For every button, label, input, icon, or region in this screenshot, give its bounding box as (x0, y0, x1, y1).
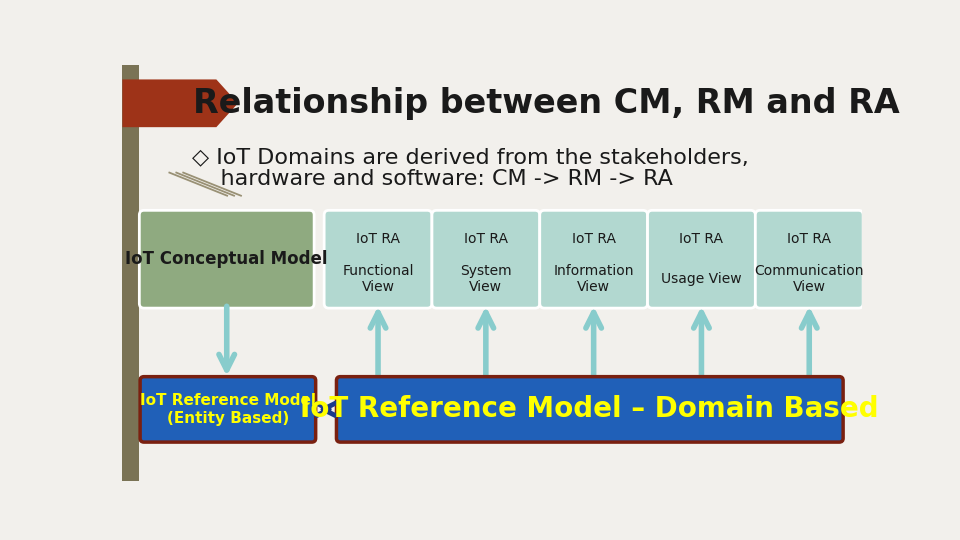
FancyBboxPatch shape (756, 211, 863, 308)
FancyBboxPatch shape (140, 377, 316, 442)
FancyBboxPatch shape (540, 211, 648, 308)
Text: Usage View: Usage View (661, 272, 742, 286)
Text: IoT Reference Model
(Entity Based): IoT Reference Model (Entity Based) (140, 393, 316, 426)
Text: Communication
View: Communication View (755, 264, 864, 294)
FancyBboxPatch shape (336, 377, 843, 442)
Bar (123, 65, 139, 481)
Text: IoT Reference Model – Domain Based: IoT Reference Model – Domain Based (300, 395, 879, 423)
FancyBboxPatch shape (432, 211, 540, 308)
Text: IoT RA: IoT RA (680, 232, 724, 246)
Text: IoT RA: IoT RA (787, 232, 831, 246)
Text: Relationship between CM, RM and RA: Relationship between CM, RM and RA (193, 87, 900, 120)
FancyBboxPatch shape (324, 211, 432, 308)
Text: Functional
View: Functional View (343, 264, 414, 294)
Text: IoT RA: IoT RA (356, 232, 400, 246)
Text: hardware and software: CM -> RM -> RA: hardware and software: CM -> RM -> RA (192, 169, 673, 189)
FancyBboxPatch shape (139, 211, 314, 308)
FancyBboxPatch shape (648, 211, 756, 308)
Polygon shape (123, 79, 238, 127)
Text: Information
View: Information View (553, 264, 634, 294)
Text: ◇ IoT Domains are derived from the stakeholders,: ◇ IoT Domains are derived from the stake… (192, 147, 749, 167)
Text: IoT RA: IoT RA (464, 232, 508, 246)
Text: System
View: System View (460, 264, 512, 294)
Text: IoT Conceptual Model: IoT Conceptual Model (126, 250, 328, 268)
Text: IoT RA: IoT RA (571, 232, 615, 246)
